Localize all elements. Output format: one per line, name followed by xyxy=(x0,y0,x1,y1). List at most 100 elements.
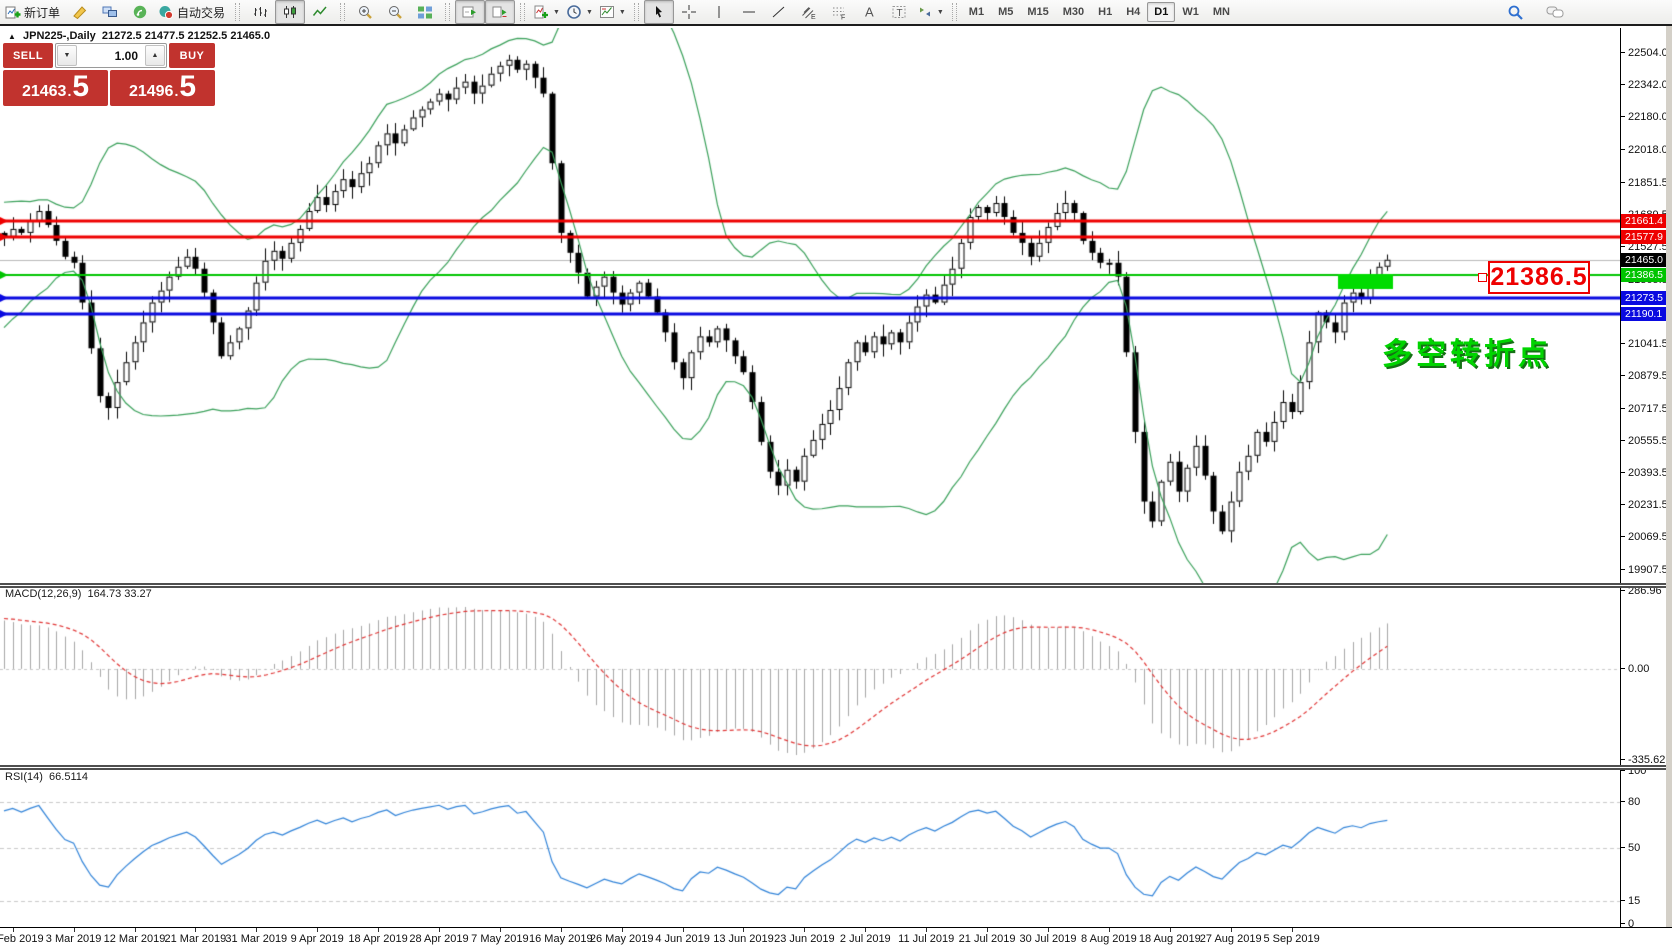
price-axis-border xyxy=(1620,28,1621,927)
arrows-tool-button[interactable]: ▼ xyxy=(914,0,947,24)
timeframe-button-w1[interactable]: W1 xyxy=(1182,6,1199,18)
volume-increase-button[interactable]: ▲ xyxy=(145,45,165,66)
pane-splitter[interactable] xyxy=(0,583,1672,588)
terminals-button[interactable] xyxy=(95,0,125,24)
svg-text:T: T xyxy=(896,8,902,19)
date-axis-label: 18 Apr 2019 xyxy=(348,933,408,945)
rsi-pane-canvas[interactable] xyxy=(0,768,1620,927)
chart-shift-button[interactable] xyxy=(485,0,516,24)
text-tool-button[interactable]: A xyxy=(854,0,884,24)
templates-button[interactable]: ▼ xyxy=(596,0,629,24)
buy-price-tile[interactable]: 21496 . 5 xyxy=(110,70,215,106)
timeframe-button-m1[interactable]: M1 xyxy=(968,6,985,18)
signals-button[interactable] xyxy=(125,0,155,24)
date-axis-label: 21 Jul 2019 xyxy=(958,933,1016,945)
annotation-text[interactable]: 多空转折点 xyxy=(1382,338,1552,371)
indicators-button[interactable]: ▼ xyxy=(530,0,563,24)
date-axis-tick xyxy=(1048,928,1049,932)
price-axis-tick: 20393.5 xyxy=(1620,467,1670,479)
date-axis-tick xyxy=(561,928,562,932)
rsi-label: RSI(14) 66.5114 xyxy=(5,771,88,783)
main-chart-canvas[interactable] xyxy=(0,28,1620,583)
sell-price-tile[interactable]: 21463 . 5 xyxy=(3,70,108,106)
date-axis-label: 12 Mar 2019 xyxy=(103,933,166,945)
date-axis-tick xyxy=(1109,928,1110,932)
autotrading-button[interactable]: 自动交易 xyxy=(155,0,230,24)
toolbar-group-handle xyxy=(951,3,957,21)
line-anchor-handle[interactable] xyxy=(1478,273,1487,282)
date-axis-tick xyxy=(622,928,623,932)
macd-pane-canvas[interactable] xyxy=(0,586,1620,765)
date-axis-tick xyxy=(74,928,75,932)
date-axis-label: 21 Mar 2019 xyxy=(164,933,227,945)
buy-button-label: BUY xyxy=(179,49,205,62)
fibonacci-tool-button[interactable]: F xyxy=(824,0,854,24)
horizontal-line-tool-button[interactable] xyxy=(734,0,764,24)
bar-chart-icon xyxy=(254,7,268,17)
price-axis-tick: 20717.5 xyxy=(1620,403,1670,415)
current-price-tag: 21465.0 xyxy=(1621,253,1666,267)
date-axis-label: 11 Jul 2019 xyxy=(898,933,955,945)
timeframe-button-d1[interactable]: D1 xyxy=(1147,2,1176,22)
volume-input[interactable]: 1.00 xyxy=(114,48,138,63)
buy-price-int: 21496 xyxy=(128,83,174,100)
rsi-axis-tick: 50 xyxy=(1620,842,1670,854)
pane-splitter[interactable] xyxy=(0,765,1672,770)
toolbar-group-handle xyxy=(445,3,451,21)
marker-button[interactable] xyxy=(65,0,95,24)
line-chart-button[interactable] xyxy=(305,0,335,24)
timeframe-button-m15[interactable]: M15 xyxy=(1027,6,1049,18)
symbol-ohlc-values: 21272.5 21477.5 21252.5 21465.0 xyxy=(101,30,271,42)
timeframe-button-h1[interactable]: H1 xyxy=(1098,6,1113,18)
timeframe-button-h4[interactable]: H4 xyxy=(1126,6,1141,18)
date-axis-tick xyxy=(13,928,14,932)
search-icon xyxy=(1508,5,1523,20)
symbol-collapse-icon[interactable]: ▲ xyxy=(8,32,16,41)
chart-shift-icon xyxy=(492,6,507,18)
volume-decrease-button[interactable]: ▼ xyxy=(57,45,77,66)
marker-icon xyxy=(73,6,87,20)
date-axis-label: 27 Aug 2019 xyxy=(1199,933,1262,945)
channel-tool-button[interactable]: E xyxy=(794,0,824,24)
price-axis-tick: 21527.5 xyxy=(1620,241,1670,253)
date-axis-tick xyxy=(743,928,744,932)
zoom-out-button[interactable] xyxy=(380,0,410,24)
price-axis-tick: 22342.0 xyxy=(1620,79,1670,91)
candlestick-chart-button[interactable] xyxy=(275,0,306,24)
macd-name: MACD(12,26,9) xyxy=(5,588,82,600)
date-axis-label: 4 Jun 2019 xyxy=(655,933,710,945)
zoom-in-button[interactable] xyxy=(350,0,380,24)
chat-icon xyxy=(1546,6,1563,18)
periods-button[interactable]: ▼ xyxy=(563,0,596,24)
bar-chart-button[interactable] xyxy=(245,0,275,24)
trendline-tool-button[interactable] xyxy=(764,0,794,24)
macd-label: MACD(12,26,9) 164.73 33.27 xyxy=(5,588,152,600)
vertical-line-tool-button[interactable] xyxy=(704,0,734,24)
chart-window: ▲ JPN225-,Daily 21272.5 21477.5 21252.5 … xyxy=(0,26,1672,951)
tile-windows-button[interactable] xyxy=(410,0,440,24)
buy-button[interactable]: BUY xyxy=(169,43,215,68)
sell-price-int: 21463 xyxy=(21,83,67,100)
price-line-tag: 21577.9 xyxy=(1621,230,1666,244)
date-axis-label: 2 Jul 2019 xyxy=(839,933,891,945)
arrows-icon xyxy=(919,7,930,17)
svg-text:E: E xyxy=(811,14,816,20)
chat-button[interactable] xyxy=(1540,0,1570,24)
timeframe-button-mn[interactable]: MN xyxy=(1212,6,1230,18)
rsi-axis-tick: 15 xyxy=(1620,895,1670,907)
label-tool-button[interactable]: T xyxy=(884,0,914,24)
new-order-button[interactable]: 新订单 xyxy=(2,0,65,24)
rsi-axis-tick: 80 xyxy=(1620,796,1670,808)
cursor-tool-button[interactable] xyxy=(643,0,674,24)
timeframe-button-m30[interactable]: M30 xyxy=(1062,6,1085,18)
sell-button[interactable]: SELL xyxy=(3,43,53,68)
timeframe-button-m5[interactable]: M5 xyxy=(998,6,1014,18)
auto-scroll-button[interactable] xyxy=(455,0,486,24)
price-axis-tick: 22504.0 xyxy=(1620,47,1670,59)
crosshair-tool-button[interactable] xyxy=(674,0,704,24)
date-axis-label: 8 Aug 2019 xyxy=(1081,933,1137,945)
date-axis-label: 23 Jun 2019 xyxy=(774,933,835,945)
price-callout-label[interactable]: 21386.5 xyxy=(1488,261,1590,294)
search-button[interactable] xyxy=(1500,0,1530,24)
